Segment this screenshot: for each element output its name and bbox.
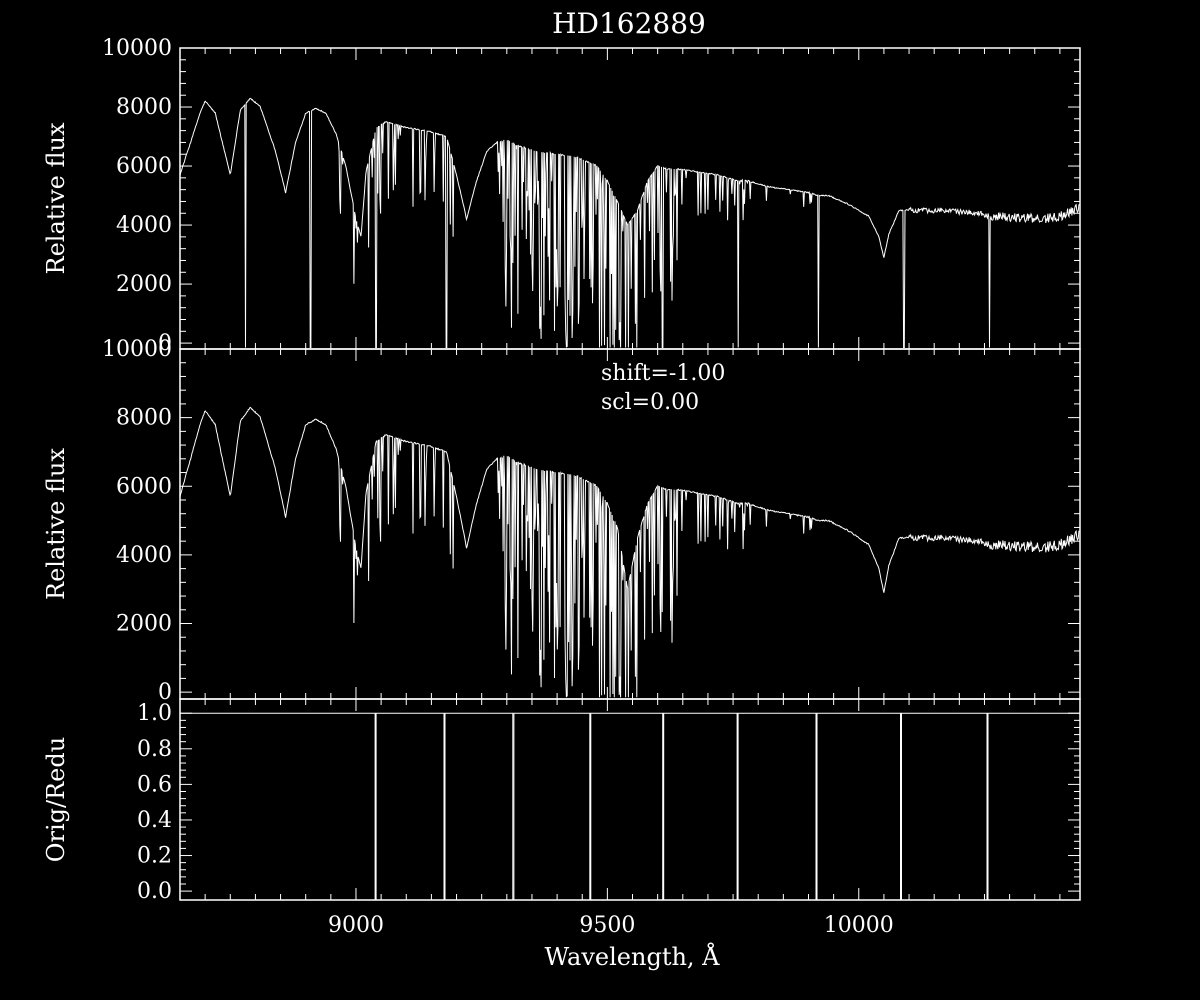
y-tick-label: 2000 [116,612,172,637]
annotation-scl: scl=0.00 [601,390,699,415]
panel-middle: 0 2000 4000 6000 8000 10000 Relative flux [42,337,1081,705]
y-tick-label: 0.4 [137,808,172,833]
y-axis-label: Orig/Redu [42,737,70,862]
y-tick-label: 0.2 [137,844,172,869]
panel-top: 0 2000 4000 6000 8000 10000 Relative flux [42,36,1081,356]
y-tick-label: 10000 [102,36,172,61]
y-axis-label: Relative flux [42,448,70,600]
spectrum-line [180,406,1080,698]
y-tick-label: 10000 [102,337,172,362]
y-tick-label: 0 [158,331,172,356]
x-tick-label: 9500 [579,913,635,938]
y-tick-label: 6000 [116,154,172,179]
y-tick-label: 0.6 [137,772,172,797]
x-axis-label: Wavelength, Å [544,942,720,971]
panel-bottom: 0.0 0.2 0.4 0.6 0.8 1.0 Orig/Redu 9000 9500 10000 [42,698,1081,938]
y-tick-label: 6000 [116,474,172,499]
y-tick-label: 2000 [116,272,172,297]
y-tick-label: 1.0 [137,701,172,726]
y-tick-label: 0.8 [137,737,172,762]
chart-title: HD162889 [552,7,706,40]
y-tick-label: 8000 [116,406,172,431]
x-tick-label: 9000 [328,913,384,938]
spectrum-line [180,97,1080,348]
plot-frame [179,698,1081,901]
y-tick-label: 4000 [116,213,172,238]
y-tick-label: 8000 [116,95,172,120]
y-axis-label: Relative flux [42,122,70,274]
y-tick-label: 0 [158,680,172,705]
y-tick-label: 0.0 [137,879,172,904]
y-tick-label: 4000 [116,543,172,568]
x-tick-label: 10000 [824,913,894,938]
annotation-shift: shift=-1.00 [601,361,725,386]
